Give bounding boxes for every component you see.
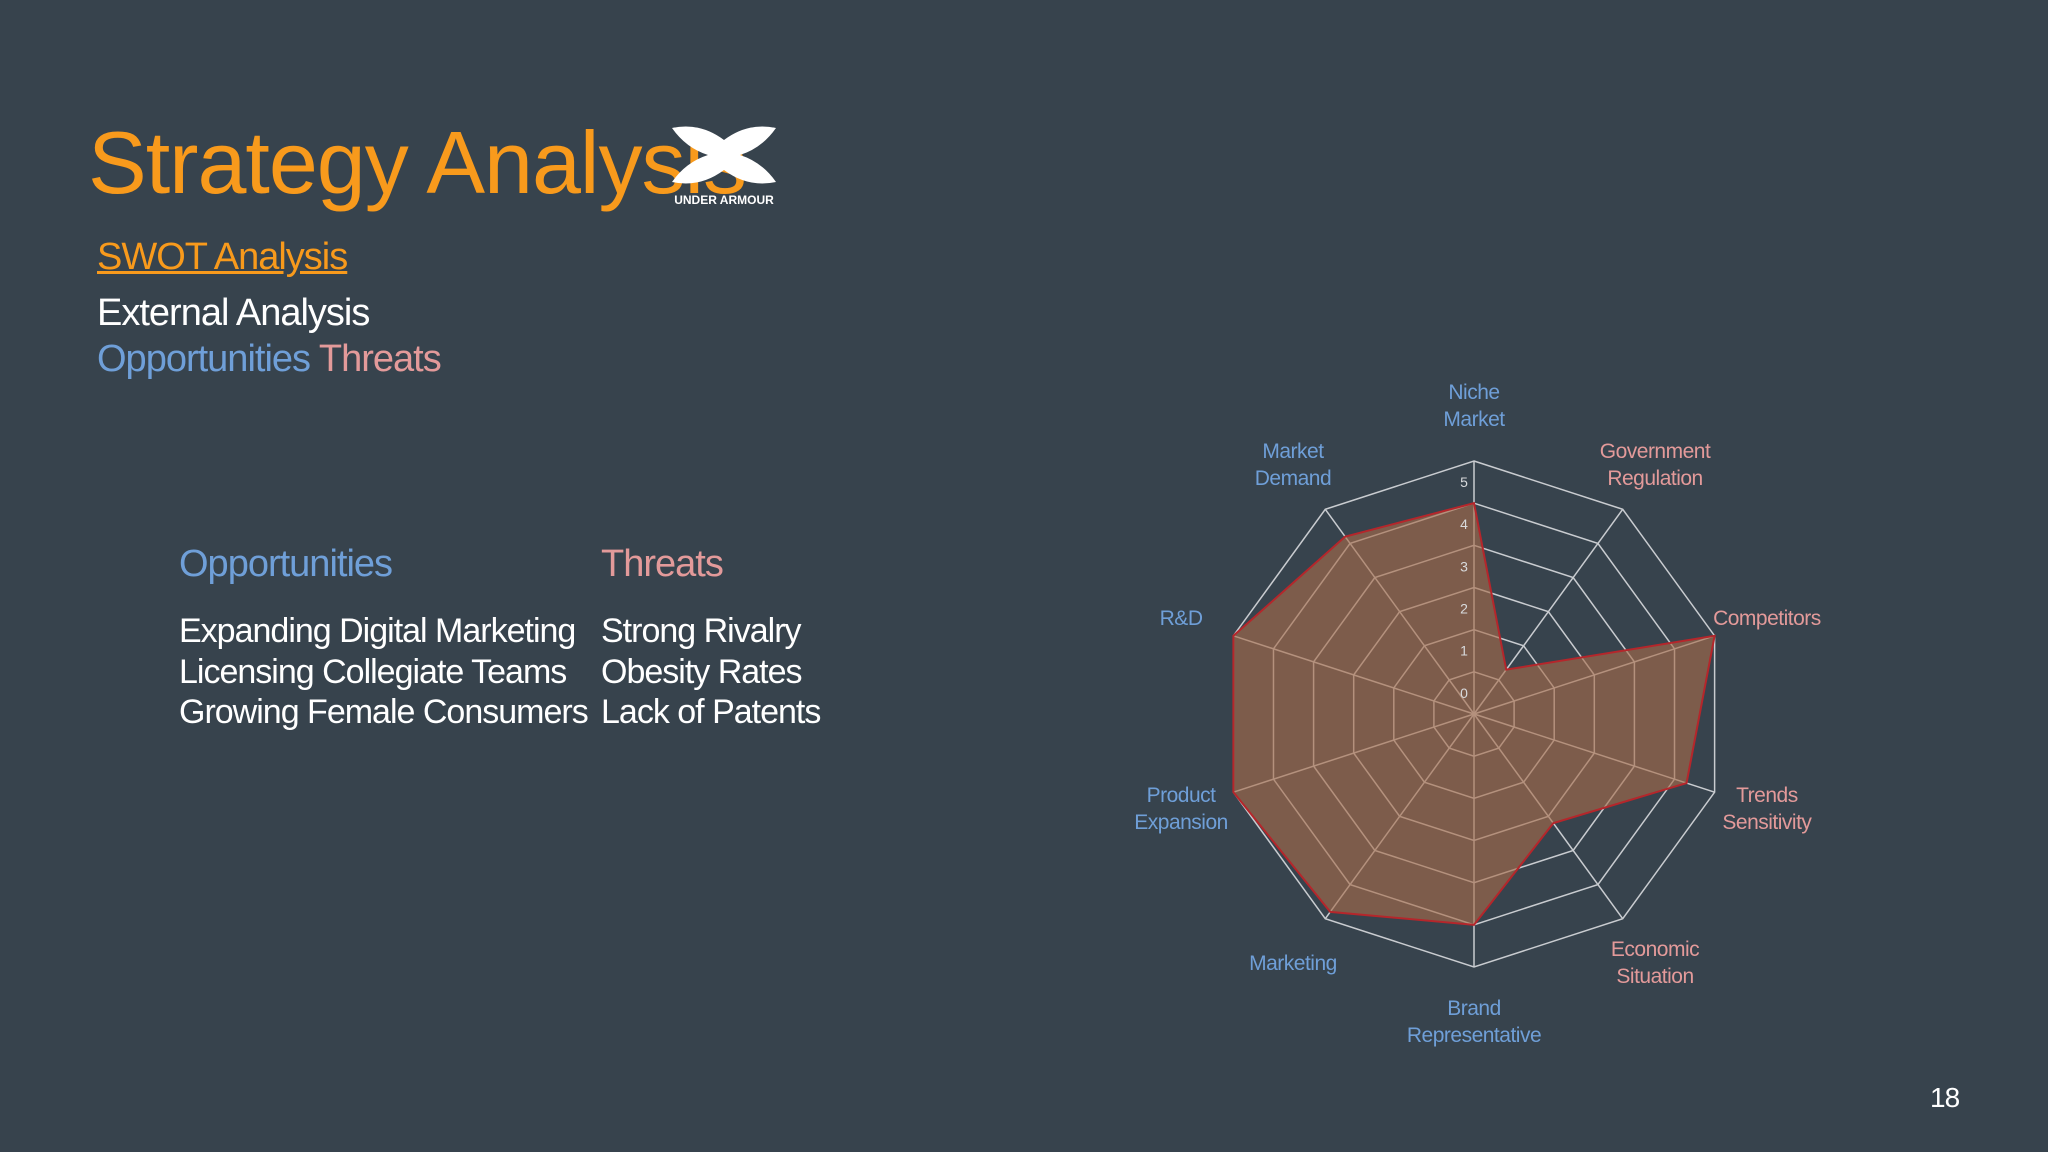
axis-label: Economic Situation <box>1610 938 1700 989</box>
legend-line: Opportunities Threats <box>97 338 442 381</box>
axis-label-box: Product Expansion <box>1134 784 1228 835</box>
axis-label: R&D <box>1159 607 1203 631</box>
axis-label: Government Regulation <box>1599 439 1711 490</box>
axis-label: Market Demand <box>1254 439 1332 490</box>
column-item: Growing Female Consumers <box>179 693 589 731</box>
logo: UNDER ARMOUR <box>672 126 776 207</box>
axis-label-box: Brand Representative <box>1406 997 1542 1047</box>
column-heading: Threats <box>601 543 724 585</box>
title: Strategy Analysis <box>88 113 747 212</box>
logo-text: UNDER ARMOUR <box>674 193 774 207</box>
column-heading: Opportunities <box>179 543 393 585</box>
column-item: Strong Rivalry <box>601 612 802 650</box>
column-item: Expanding Digital Marketing <box>179 612 576 650</box>
axis-label: Marketing <box>1249 951 1337 975</box>
column-item: Licensing Collegiate Teams <box>179 652 567 691</box>
r-tick-label: 5 <box>1460 474 1468 490</box>
axis-label-box: Marketing <box>1249 951 1337 975</box>
axis-label-box: Niche Market <box>1443 381 1505 431</box>
r-tick-label: 3 <box>1460 558 1468 574</box>
r-tick-label: 4 <box>1460 516 1468 532</box>
column-item: Obesity Rates <box>601 652 803 691</box>
threat-label: Threats <box>318 338 442 380</box>
axis-label: Brand Representative <box>1406 997 1542 1047</box>
axis-label-box: Economic Situation <box>1610 938 1700 989</box>
r-tick-label: 2 <box>1460 601 1468 617</box>
section-label: External Analysis <box>97 292 370 334</box>
axis-label-box: Competitors <box>1713 607 1821 631</box>
axis-label-box: Market Demand <box>1254 439 1332 490</box>
page-number: 18 <box>1930 1082 1960 1113</box>
axis-label-box: Government Regulation <box>1599 439 1711 490</box>
axis-label-box: R&D <box>1159 607 1203 631</box>
axis-label-box: Trends Sensitivity <box>1722 784 1812 835</box>
axis-label: Trends Sensitivity <box>1722 784 1812 835</box>
opp-label: Opportunities <box>97 338 311 380</box>
axis-label: Product Expansion <box>1134 784 1228 835</box>
swot-link[interactable]: SWOT Analysis <box>97 236 348 278</box>
radar-area <box>1232 501 1716 926</box>
column-item: Lack of Patents <box>601 693 821 731</box>
axis-label: Niche Market <box>1443 381 1505 431</box>
r-tick-label: 0 <box>1460 685 1468 701</box>
axis-label: Competitors <box>1713 607 1821 631</box>
r-tick-label: 1 <box>1460 643 1468 659</box>
